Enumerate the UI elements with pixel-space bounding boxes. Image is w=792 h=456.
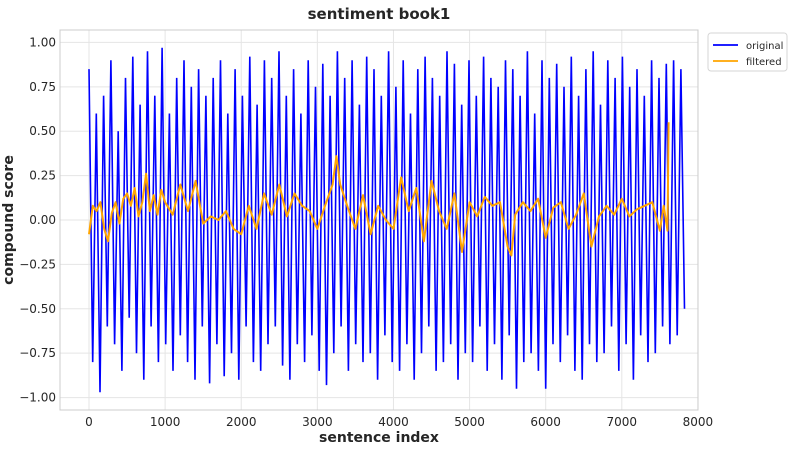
legend: original filtered [707, 32, 788, 72]
y-tick-label: −0.25 [19, 257, 56, 271]
chart-title: sentiment book1 [308, 5, 451, 23]
x-tick-label: 8000 [683, 415, 714, 429]
x-tick-label: 1000 [150, 415, 181, 429]
x-tick-label: 0 [85, 415, 93, 429]
series-line-original [88, 47, 686, 393]
y-tick-label: 0.00 [29, 213, 56, 227]
y-axis-label: compound score [1, 155, 17, 285]
series-line-filtered [88, 122, 670, 257]
legend-label-original: original [746, 41, 783, 52]
y-tick-label: −0.75 [19, 346, 56, 360]
y-tick-label: 0.50 [29, 124, 56, 138]
y-tick-label: −1.00 [19, 391, 56, 405]
y-tick-label: −0.50 [19, 302, 56, 316]
x-tick-label: 6000 [530, 415, 561, 429]
x-tick-label: 2000 [226, 415, 257, 429]
x-axis-ticks: 0 1000 2000 3000 4000 5000 6000 7000 8000 [85, 415, 713, 429]
plot-area [88, 47, 686, 393]
y-axis-ticks: 1.00 0.75 0.50 0.25 0.00 −0.25 −0.50 −0.75 −1.00 [19, 35, 56, 404]
plot-frame [59, 29, 699, 411]
y-tick-label: 0.25 [29, 169, 56, 183]
legend-label-filtered: filtered [746, 57, 782, 68]
y-tick-label: 1.00 [29, 35, 56, 49]
x-axis-label: sentence index [319, 430, 439, 446]
y-tick-label: 0.75 [29, 80, 56, 94]
x-tick-label: 5000 [454, 415, 485, 429]
x-tick-label: 7000 [607, 415, 638, 429]
x-tick-label: 3000 [302, 415, 333, 429]
x-tick-label: 4000 [378, 415, 409, 429]
